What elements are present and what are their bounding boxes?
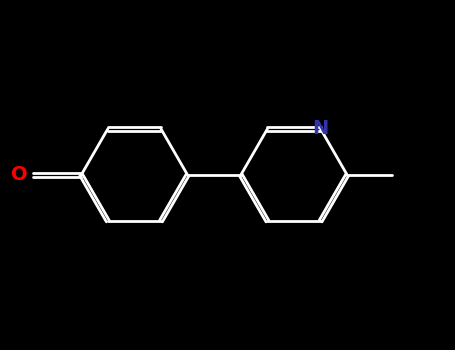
Text: N: N (313, 119, 329, 139)
Text: O: O (11, 166, 28, 184)
